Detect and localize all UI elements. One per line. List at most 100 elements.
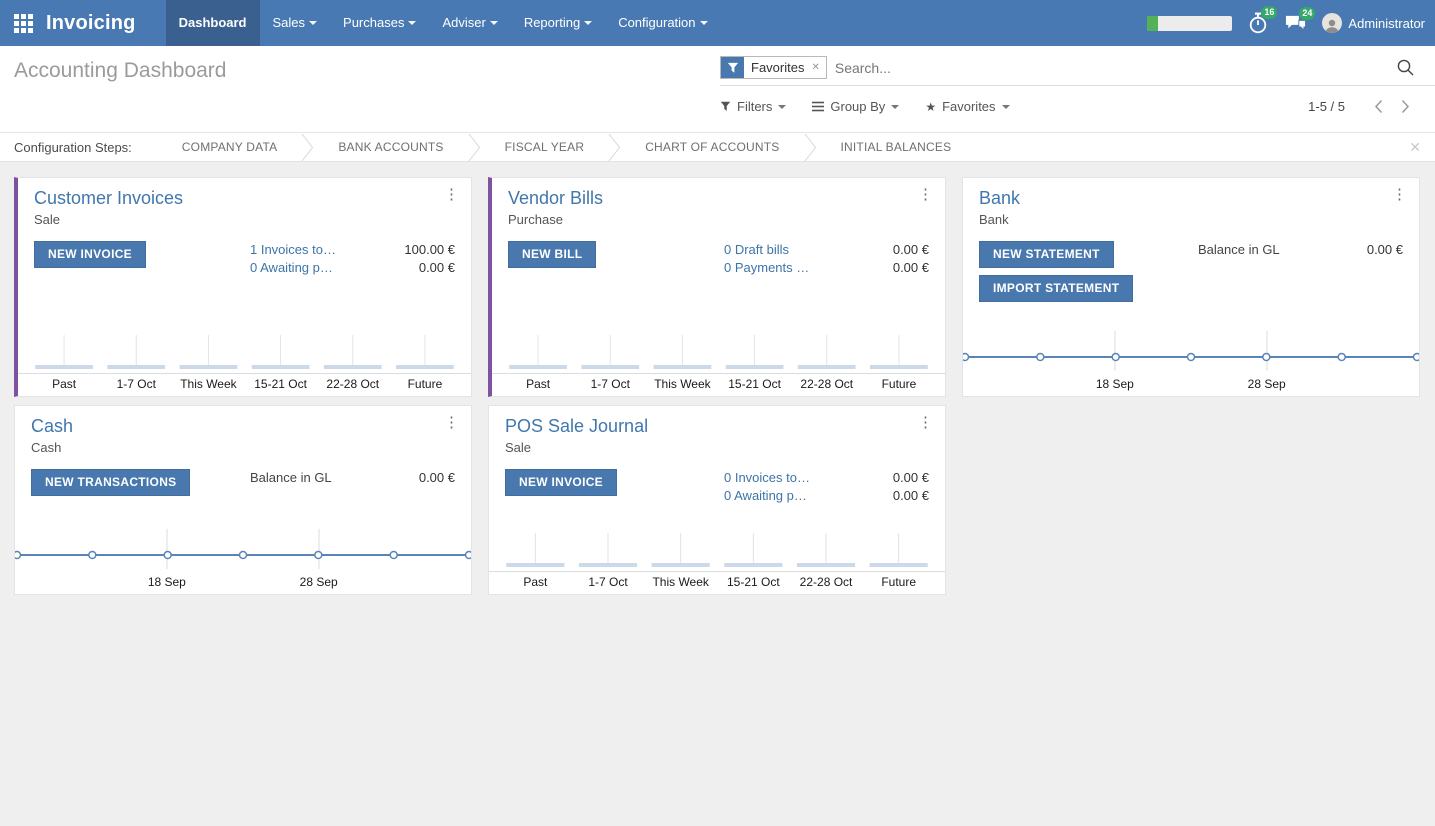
stat-link[interactable]: 1 Invoices to… [250,242,336,257]
apps-grid-icon[interactable] [14,13,33,33]
usage-progress-fill [1147,15,1159,31]
card-subtitle: Bank [979,212,1009,227]
nav-menu-configuration[interactable]: Configuration [605,0,720,46]
card-body: NEW INVOICE 0 Invoices to… 0.00 €0 Awaitin… [505,469,929,505]
chart-axis-label: 22-28 Oct [326,377,380,391]
stat-amount: 0.00 € [418,260,455,275]
card-title[interactable]: Vendor Bills [508,188,604,208]
facet-remove-icon[interactable]: ✕ [811,62,820,73]
stat-link[interactable]: 0 Payments … [724,260,810,275]
messages-button[interactable]: 24 [1284,6,1316,34]
chart-axis-label: 22-28 Oct [799,575,853,589]
activities-button[interactable]: 16 [1247,6,1278,34]
config-step-fiscal-year[interactable]: FISCAL YEAR [504,140,585,154]
navbar-menu: Dashboard Sales Purchases Adviser Reporting C… [165,0,721,46]
app-title[interactable]: Invoicing [46,11,136,34]
card-subtitle: Cash [31,440,62,455]
card-title[interactable]: Cash [31,416,74,436]
chart-axis-label: 1-7 Oct [590,377,630,391]
stat-link[interactable]: 0 Awaiting p… [724,488,807,503]
search-input[interactable] [832,58,1396,77]
new-transactions-button[interactable]: NEW TRANSACTIONS [31,469,191,496]
journal-card-pos-sale-journal: ⋮ POS Sale Journal Sale NEW INVOICE 0 Invoic… [488,405,946,595]
chart-axis-label: Past [52,377,77,391]
balance-row: Balance in GL 0.00 € [250,469,455,487]
stat-amount: 100.00 € [404,242,455,257]
nav-menu-adviser[interactable]: Adviser [429,0,510,46]
card-actions: NEW INVOICE [505,469,617,496]
favorites-button[interactable]: ★ Favorites [925,99,1010,114]
card-kebab-menu-icon[interactable]: ⋮ [444,186,459,203]
bars-icon [812,101,825,112]
card-kebab-menu-icon[interactable]: ⋮ [918,414,933,431]
stat-row: 0 Awaiting p… 0.00 € [250,259,455,277]
chart-axis-label: This Week [654,377,711,391]
step-chevron-separator-icon [468,133,481,162]
chart-axis: Past 1-7 Oct This Week 15-21 Oct 22-28 Oct Fu… [492,373,945,396]
chart-axis-label: 28 Sep [299,575,338,589]
card-stats: Balance in GL 0.00 € [1198,241,1403,259]
card-actions: NEW TRANSACTIONS [31,469,191,496]
balance-amount: 0.00 € [1366,242,1403,257]
top-navbar: Invoicing Dashboard Sales Purchases Adviser… [0,0,1435,46]
card-mini-chart: Past 1-7 Oct This Week 15-21 Oct 22-28 Oct Fu… [489,527,945,594]
card-kebab-menu-icon[interactable]: ⋮ [1392,186,1407,203]
new-bill-button[interactable]: NEW BILL [508,241,597,268]
card-body: NEW STATEMENT IMPORT STATEMENT Balance in … [979,241,1403,302]
chart-axis-label: 22-28 Oct [800,377,854,391]
chart-axis-label: 18 Sep [1095,377,1134,391]
chart-axis-label: Past [523,575,548,589]
control-panel: Accounting Dashboard Favorites ✕ Filters [0,46,1435,132]
card-kebab-menu-icon[interactable]: ⋮ [918,186,933,203]
stat-link[interactable]: 0 Draft bills [724,242,790,257]
pager-previous-icon[interactable] [1365,99,1392,114]
search-bar[interactable]: Favorites ✕ [720,55,1435,86]
card-title[interactable]: Customer Invoices [34,188,184,208]
card-title[interactable]: POS Sale Journal [505,416,649,436]
chart-axis-label: 15-21 Oct [254,377,307,391]
pager: 1-5 / 5 [1308,99,1435,114]
nav-menu-reporting[interactable]: Reporting [511,0,605,46]
card-mini-chart: Past 1-7 Oct This Week 15-21 Oct 22-28 Oct Fu… [18,329,471,396]
new-statement-button[interactable]: NEW STATEMENT [979,241,1114,268]
chart-axis-label: This Week [652,575,709,589]
new-invoice-button[interactable]: NEW INVOICE [505,469,617,496]
card-kebab-menu-icon[interactable]: ⋮ [444,414,459,431]
chevron-down-icon [699,21,708,25]
nav-menu-sales[interactable]: Sales [260,0,331,46]
import-statement-button[interactable]: IMPORT STATEMENT [979,275,1134,302]
config-step-bank-accounts[interactable]: BANK ACCOUNTS [338,140,444,154]
chart-axis-label: 15-21 Oct [728,377,781,391]
stat-link[interactable]: 0 Invoices to… [724,470,810,485]
group-by-button[interactable]: Group By [812,99,900,114]
journal-card-bank: ⋮ Bank Bank NEW STATEMENT IMPORT STATEMENT Ba… [962,177,1420,397]
search-zone: Favorites ✕ Filters Group By ★ Favorites [720,55,1435,114]
search-icon[interactable] [1396,58,1415,77]
pager-next-icon[interactable] [1392,99,1419,114]
search-facet-chip[interactable]: Favorites ✕ [720,56,827,79]
nav-menu-purchases[interactable]: Purchases [330,0,429,46]
config-step-company-data[interactable]: COMPANY DATA [181,140,278,154]
usage-progress-bar[interactable] [1147,15,1233,31]
card-stats: 0 Draft bills 0.00 € 0 Payments … 0.00 € [724,241,929,277]
card-subtitle: Purchase [508,212,563,227]
card-title[interactable]: Bank [979,188,1021,208]
stat-link[interactable]: 0 Awaiting p… [250,260,333,275]
nav-menu-dashboard[interactable]: Dashboard [165,0,260,46]
balance-label: Balance in GL [250,470,332,485]
config-step-chart-of-accounts[interactable]: CHART OF ACCOUNTS [645,140,780,154]
card-stats: 0 Invoices to… 0.00 € 0 Awaiting p… 0.00 € [724,469,929,505]
card-subtitle: Sale [34,212,61,227]
new-invoice-button[interactable]: NEW INVOICE [34,241,146,268]
configuration-steps-bar: Configuration Steps: COMPANY DATA BANK AC… [0,132,1435,162]
chart-axis-label: 28 Sep [1247,377,1286,391]
journal-card-cash: ⋮ Cash Cash NEW TRANSACTIONS Balance in GL 0.… [14,405,472,595]
messages-count-badge: 24 [1299,6,1316,20]
user-menu[interactable]: Administrator [1322,13,1425,33]
filters-button[interactable]: Filters [720,99,787,114]
config-step-initial-balances[interactable]: INITIAL BALANCES [840,140,952,154]
close-icon[interactable]: ✕ [1409,139,1421,155]
timer-icon [1250,12,1267,34]
chart-axis: Past 1-7 Oct This Week 15-21 Oct 22-28 Oct Fu… [489,571,945,594]
card-stats: Balance in GL 0.00 € [250,469,455,487]
